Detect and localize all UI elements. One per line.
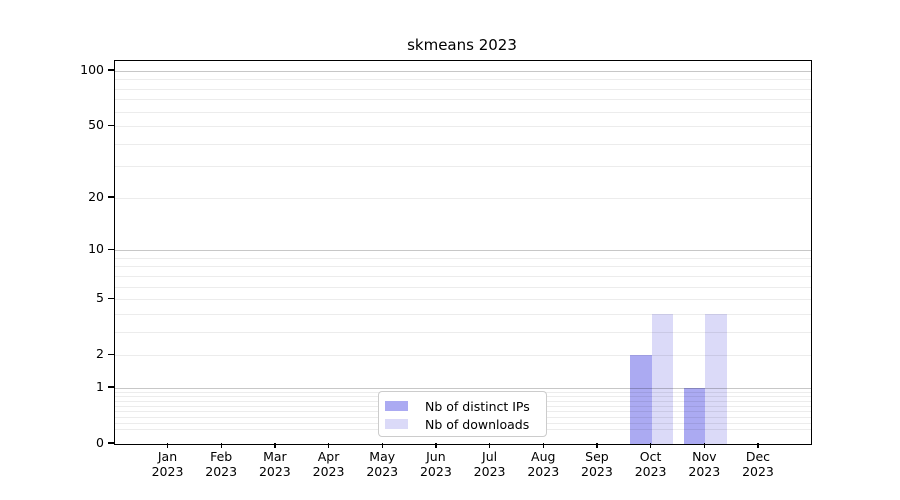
gridline-major [115, 387, 811, 389]
x-tick-month: Nov [692, 449, 717, 464]
x-tick-mark [542, 443, 544, 448]
x-tick-label: Jun 2023 [404, 449, 468, 479]
y-tick-label: 1 [96, 378, 104, 394]
legend-item: Nb of distinct IPs [385, 397, 538, 415]
y-tick-label: 5 [96, 290, 104, 306]
gridline-minor [115, 166, 811, 168]
gridline-minor [115, 313, 811, 315]
bar-distinct-ips [683, 387, 706, 444]
x-tick-mark [274, 443, 276, 448]
x-tick-year: 2023 [742, 464, 774, 479]
gridline-minor [115, 257, 811, 259]
plot-area [114, 60, 812, 445]
x-tick-month: Jul [482, 449, 498, 464]
x-tick-mark [166, 443, 169, 448]
chart-title: skmeans 2023 [407, 36, 517, 54]
gridline-minor [115, 143, 811, 145]
y-tick-mark [108, 124, 114, 126]
x-tick-year: 2023 [688, 464, 721, 479]
y-tick-mark [108, 248, 114, 250]
x-tick-label: Sep 2023 [565, 449, 629, 479]
x-tick-mark [220, 443, 222, 448]
x-tick-mark [757, 443, 759, 448]
x-tick-label: Apr 2023 [297, 449, 361, 479]
y-tick-label: 50 [88, 117, 104, 133]
x-tick-label: Dec 2023 [726, 449, 790, 479]
gridline-minor [115, 299, 811, 301]
y-tick-label: 10 [88, 241, 104, 257]
legend-swatch-distinct-ips [385, 401, 408, 411]
x-tick-label: Nov 2023 [672, 449, 736, 479]
x-tick-label: Aug 2023 [511, 449, 575, 479]
y-tick-mark [108, 196, 114, 198]
y-tick-mark [108, 386, 114, 388]
gridline-minor [115, 126, 811, 128]
x-tick-mark [649, 443, 652, 448]
x-tick-label: Jul 2023 [458, 449, 522, 479]
x-tick-label: Oct 2023 [619, 449, 683, 479]
gridline-minor [115, 99, 811, 101]
x-tick-year: 2023 [151, 464, 184, 479]
gridline-major [115, 71, 811, 72]
legend-swatch-downloads [385, 419, 408, 429]
x-tick-year: 2023 [312, 464, 345, 479]
x-tick-month: May [369, 449, 396, 464]
x-tick-month: Mar [263, 449, 287, 464]
x-tick-mark [488, 443, 491, 448]
y-tick-mark [108, 69, 114, 71]
x-tick-label: Jan 2023 [136, 449, 200, 479]
y-tick-label: 100 [80, 62, 104, 77]
x-tick-month: Apr [317, 449, 340, 464]
x-tick-month: Sep [585, 449, 609, 464]
gridline-minor [115, 88, 811, 90]
gridline-minor [115, 275, 811, 277]
gridline-minor [115, 266, 811, 268]
y-tick-label: 20 [88, 188, 104, 204]
x-tick-month: Feb [210, 449, 233, 464]
legend-item-label: Nb of distinct IPs [425, 398, 530, 414]
legend: Nb of distinct IPs Nb of downloads [378, 391, 547, 437]
x-tick-year: 2023 [419, 464, 452, 479]
y-tick-mark [108, 353, 114, 355]
x-tick-year: 2023 [581, 464, 613, 479]
x-tick-year: 2023 [473, 464, 506, 479]
x-tick-month: Oct [639, 449, 662, 464]
gridline-minor [115, 355, 811, 357]
bar-downloads [651, 313, 674, 444]
x-tick-mark [703, 443, 705, 448]
y-tick-label: 0 [96, 435, 104, 450]
x-tick-label: Feb 2023 [189, 449, 253, 479]
gridline-minor [115, 111, 811, 113]
x-tick-label: May 2023 [350, 449, 414, 479]
x-tick-year: 2023 [634, 464, 667, 479]
x-tick-month: Aug [531, 449, 556, 464]
x-tick-month: Dec [745, 449, 771, 464]
x-tick-label: Mar 2023 [243, 449, 307, 479]
gridline-minor [115, 286, 811, 288]
x-tick-mark [327, 443, 330, 448]
gridline-minor [115, 79, 811, 81]
legend-item: Nb of downloads [385, 415, 538, 433]
gridline-major [115, 250, 811, 252]
y-tick-mark [108, 442, 114, 444]
x-tick-year: 2023 [366, 464, 399, 479]
y-tick-label: 2 [96, 346, 104, 362]
x-tick-year: 2023 [258, 464, 291, 479]
legend-item-label: Nb of downloads [425, 416, 530, 432]
x-tick-year: 2023 [205, 464, 238, 479]
x-tick-mark [381, 443, 383, 448]
x-tick-month: Jun [426, 449, 446, 464]
gridline-minor [115, 331, 811, 333]
x-tick-mark [435, 443, 437, 448]
x-tick-year: 2023 [527, 464, 560, 479]
x-tick-mark [596, 443, 598, 448]
bar-downloads [705, 313, 727, 444]
bar-distinct-ips [630, 355, 652, 444]
x-tick-month: Jan [157, 449, 178, 464]
y-tick-mark [108, 297, 114, 299]
gridline-minor [115, 197, 811, 199]
